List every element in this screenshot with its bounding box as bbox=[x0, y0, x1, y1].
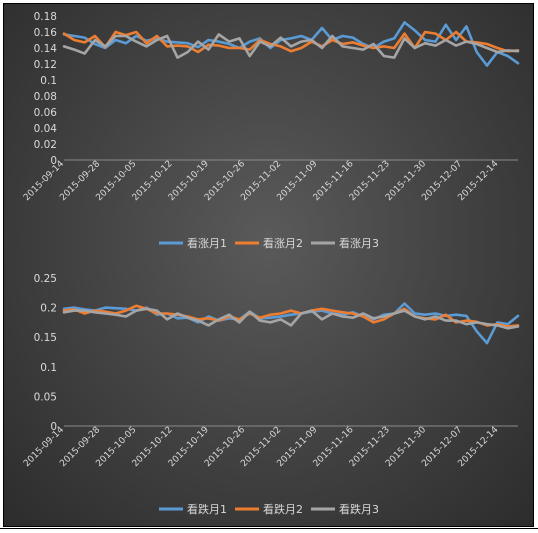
y-tick-label: 0.02 bbox=[34, 139, 57, 151]
y-tick-label: 0.25 bbox=[34, 273, 57, 285]
legend-label: 看涨月1 bbox=[187, 236, 227, 250]
charts-canvas: 00.020.040.060.080.10.120.140.160.182015… bbox=[22, 11, 520, 516]
y-tick-label: 0.18 bbox=[34, 11, 57, 23]
legend-item-2: 看涨月2 bbox=[235, 236, 303, 250]
series-line-1 bbox=[62, 21, 520, 67]
legend-label: 看涨月3 bbox=[339, 236, 379, 250]
legend-label: 看跌月1 bbox=[187, 502, 227, 516]
legend-item-3: 看涨月3 bbox=[311, 236, 379, 250]
legend-item-2: 看跌月2 bbox=[235, 502, 303, 516]
y-tick-label: 0.1 bbox=[40, 362, 57, 374]
legend-item-1: 看涨月1 bbox=[159, 236, 227, 250]
legend-label: 看跌月3 bbox=[339, 502, 379, 516]
series-line-2 bbox=[62, 30, 520, 54]
y-tick-label: 0.1 bbox=[40, 75, 57, 87]
y-tick-label: 0.16 bbox=[34, 27, 58, 39]
y-tick-label: 0.14 bbox=[34, 43, 58, 55]
bottom-rule bbox=[0, 528, 538, 529]
y-tick-label: 0.15 bbox=[34, 332, 57, 344]
legend-label: 看涨月2 bbox=[263, 236, 303, 250]
y-tick-label: 0.04 bbox=[34, 123, 58, 135]
chart-1: 00.020.040.060.080.10.120.140.160.182015… bbox=[22, 11, 520, 250]
series-line-3 bbox=[62, 307, 520, 330]
series-line-3 bbox=[62, 33, 520, 59]
legend-label: 看跌月2 bbox=[263, 502, 303, 516]
chart-window: 0 0.02 0.04 0.06 0.08 0.1 0.12 0.14 0.16 0.18 2015… bbox=[3, 3, 534, 527]
legend-item-3: 看跌月3 bbox=[311, 502, 379, 516]
y-tick-label: 0.08 bbox=[34, 91, 57, 103]
y-tick-label: 0.2 bbox=[40, 303, 57, 315]
y-tick-label: 0.06 bbox=[34, 107, 58, 119]
y-tick-label: 0 bbox=[50, 421, 57, 433]
y-tick-label: 0.05 bbox=[34, 391, 57, 403]
series-line-2 bbox=[62, 304, 520, 328]
y-tick-label: 0.12 bbox=[34, 59, 57, 71]
y-tick-label: 0 bbox=[50, 155, 57, 167]
legend-item-1: 看跌月1 bbox=[159, 502, 227, 516]
chart-2: 00.050.10.150.20.252015-09-142015-09-282… bbox=[22, 273, 520, 516]
